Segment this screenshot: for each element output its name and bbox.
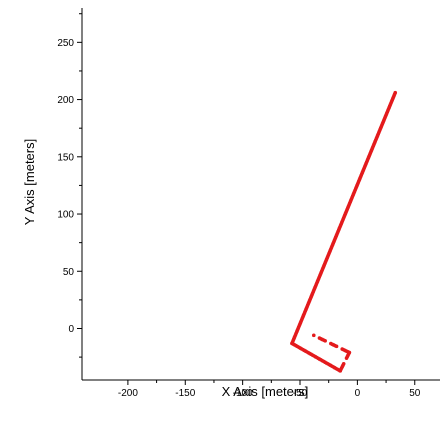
- data-point: [329, 341, 333, 346]
- y-tick-label: 150: [57, 152, 74, 163]
- y-ticks: 0 50 100 150 200 250: [57, 13, 82, 358]
- x-tick-label: -100: [233, 388, 253, 399]
- y-tick-label: 0: [68, 324, 74, 335]
- y-axis-title: Y Axis [meters]: [22, 139, 37, 225]
- axes: [81, 8, 440, 381]
- x-tick-label: 0: [355, 388, 361, 399]
- data-point: [317, 336, 322, 340]
- x-tick-label: -50: [293, 388, 308, 399]
- data-points: [290, 90, 398, 373]
- data-point: [340, 347, 345, 351]
- x-tick-label: -150: [175, 388, 195, 399]
- x-tick-label: -200: [118, 388, 138, 399]
- x-tick-label: 50: [409, 388, 421, 399]
- y-tick-label: 250: [57, 38, 74, 49]
- data-point: [311, 333, 316, 338]
- y-tick-label: 100: [57, 210, 74, 221]
- y-tick-label: 200: [57, 95, 74, 106]
- x-ticks: -200 -150 -100 -50 0 50: [118, 380, 421, 399]
- data-point: [341, 362, 346, 366]
- x-axis-title: X Axis [meters]: [222, 384, 309, 399]
- y-tick-label: 50: [63, 267, 75, 278]
